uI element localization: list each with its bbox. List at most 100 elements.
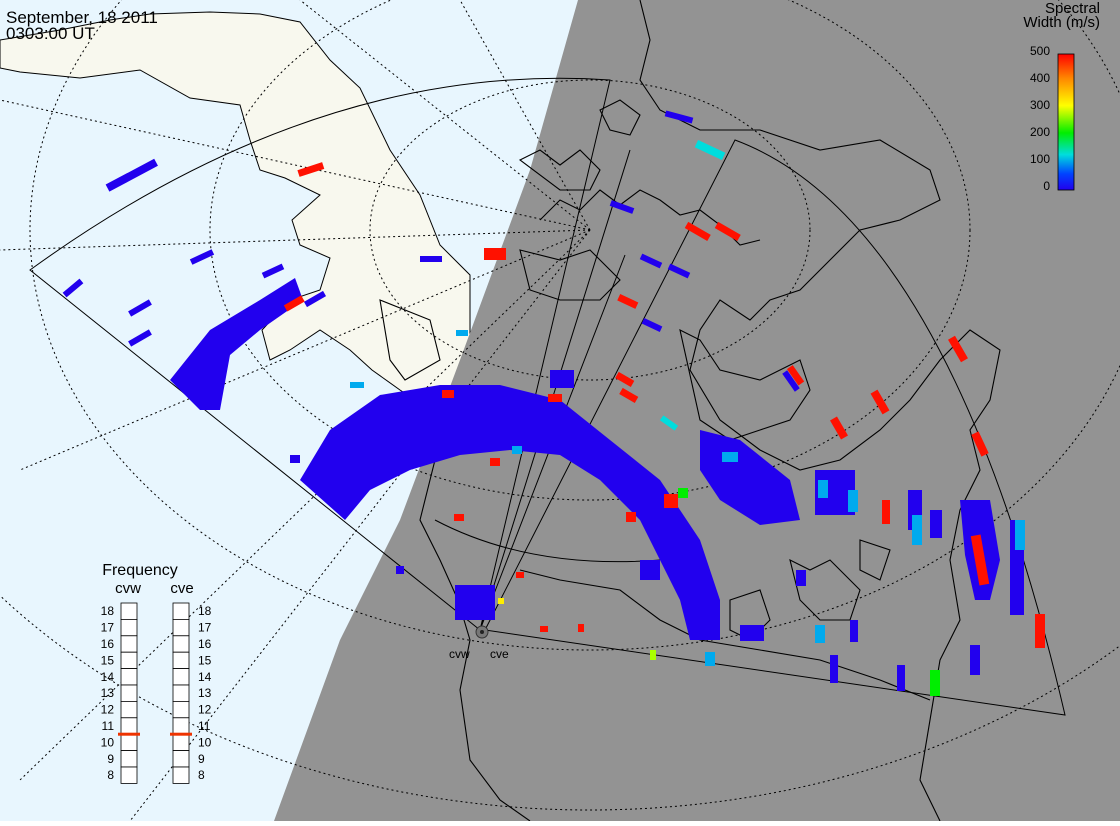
echo-cell-high <box>714 221 741 241</box>
echo-cell <box>667 263 691 279</box>
frequency-tick: 17 <box>101 621 115 635</box>
colorbar-title-line1: Spectral <box>1045 0 1100 17</box>
echo-cell <box>830 655 838 683</box>
echo-cell-mid <box>694 140 726 160</box>
echo-cell-high <box>870 389 890 415</box>
spectral-width-colorbar <box>1057 53 1075 191</box>
echo-cell-high <box>490 458 500 466</box>
echo-cell <box>261 263 285 279</box>
frequency-marker-cve <box>170 732 192 736</box>
frequency-tick: 13 <box>198 686 212 700</box>
frequency-tick: 14 <box>101 670 115 684</box>
echo-cell <box>850 620 858 642</box>
echo-cell-high <box>882 500 890 524</box>
echo-cell <box>303 290 327 308</box>
frequency-box <box>120 602 138 620</box>
echo-cell-mid <box>848 490 858 512</box>
date-label: September, 18 2011 <box>6 8 158 27</box>
frequency-tick: 12 <box>198 703 212 717</box>
frequency-box <box>172 717 190 735</box>
colorbar-tick: 100 <box>1030 152 1050 166</box>
echo-cell <box>290 455 300 463</box>
echo-cell-high <box>626 512 636 522</box>
frequency-tick: 17 <box>198 621 212 635</box>
echo-cell-high <box>664 494 678 508</box>
echo-cell-high <box>786 365 805 386</box>
echo-cell <box>609 200 635 214</box>
echo-cell-mid <box>818 480 828 498</box>
alaska-landmass <box>0 11 471 421</box>
echo-cell-mid <box>1015 520 1025 550</box>
colorbar-ticks: 500 400 300 200 100 0 <box>1030 44 1050 193</box>
echo-cell <box>128 329 152 347</box>
echo-cell-high <box>484 248 506 260</box>
echo-cell-high <box>1035 614 1045 648</box>
echo-cell-mid <box>512 446 522 454</box>
echo-cell <box>189 249 215 265</box>
frequency-tick: 8 <box>107 768 114 782</box>
frequency-tick: 18 <box>101 604 115 618</box>
frequency-tick: 13 <box>101 686 115 700</box>
echo-cell-high <box>540 626 548 632</box>
frequency-tick: 16 <box>198 637 212 651</box>
echo-cell-green <box>650 650 656 660</box>
frequency-box <box>120 701 138 719</box>
frequency-tick: 9 <box>198 752 205 766</box>
echo-cell <box>640 560 660 580</box>
echo-cell <box>796 570 806 586</box>
frequency-box <box>120 750 138 768</box>
echo-cell-high <box>283 295 305 312</box>
frequency-tick: 11 <box>102 719 115 733</box>
echo-cell-mid <box>705 652 715 666</box>
echo-cell-mid <box>815 625 825 643</box>
echo-cell-high <box>948 335 968 363</box>
frequency-radar-cvw: cvw <box>115 580 141 597</box>
frequency-marker-cvw <box>118 732 140 736</box>
frequency-box <box>120 733 138 752</box>
frequency-panel: Frequency cvw cve 1817161514131211109818… <box>101 562 212 784</box>
colorbar-tick: 500 <box>1030 44 1050 58</box>
echo-cell <box>105 158 158 192</box>
frequency-box <box>172 701 190 719</box>
frequency-tick: 10 <box>198 735 212 749</box>
echo-cell-green <box>678 488 688 498</box>
echo-cell-high <box>548 394 562 402</box>
frequency-tick: 14 <box>198 670 212 684</box>
echo-cell-mid <box>912 515 922 545</box>
echo-cell-high <box>442 390 454 398</box>
frequency-box <box>120 668 138 686</box>
echo-cell-high <box>615 371 635 387</box>
frequency-tick: 11 <box>198 719 211 733</box>
echo-cell-high <box>971 431 989 457</box>
time-label: 0303:00 UT <box>6 24 95 43</box>
echo-cell <box>128 299 152 317</box>
frequency-box <box>172 619 190 637</box>
echo-cell <box>782 370 800 392</box>
echo-cell <box>930 510 942 538</box>
frequency-scales: 18 17 16 15 14 13 12 11 10 9 8 18 17 16 15 14 13 12 11 10 9 8 <box>101 602 212 784</box>
echo-cell-high <box>454 514 464 521</box>
echo-cell <box>420 256 442 262</box>
colorbar-title-line2: Width (m/s) <box>1023 14 1100 31</box>
frequency-box <box>172 651 190 670</box>
echo-cell-high <box>617 294 639 309</box>
echo-alaska-strip <box>170 278 303 410</box>
echo-cell <box>740 625 764 641</box>
frequency-tick: 12 <box>101 703 115 717</box>
site-label-cvw: cvw <box>449 647 470 661</box>
echo-cell-high <box>970 534 990 586</box>
frequency-tick: 8 <box>198 768 205 782</box>
frequency-box <box>172 602 190 620</box>
frequency-tick: 15 <box>198 653 212 667</box>
frequency-tick: 16 <box>101 637 115 651</box>
echo-cell-yellow <box>498 598 504 604</box>
site-label-cve: cve <box>490 647 509 661</box>
frequency-tick: 15 <box>101 653 115 667</box>
echo-cell <box>897 665 905 691</box>
echo-cell-mid <box>456 330 468 336</box>
echo-cell <box>396 566 404 574</box>
echo-cell <box>664 110 694 124</box>
frequency-radar-cve: cve <box>170 580 193 597</box>
frequency-box <box>172 668 190 686</box>
